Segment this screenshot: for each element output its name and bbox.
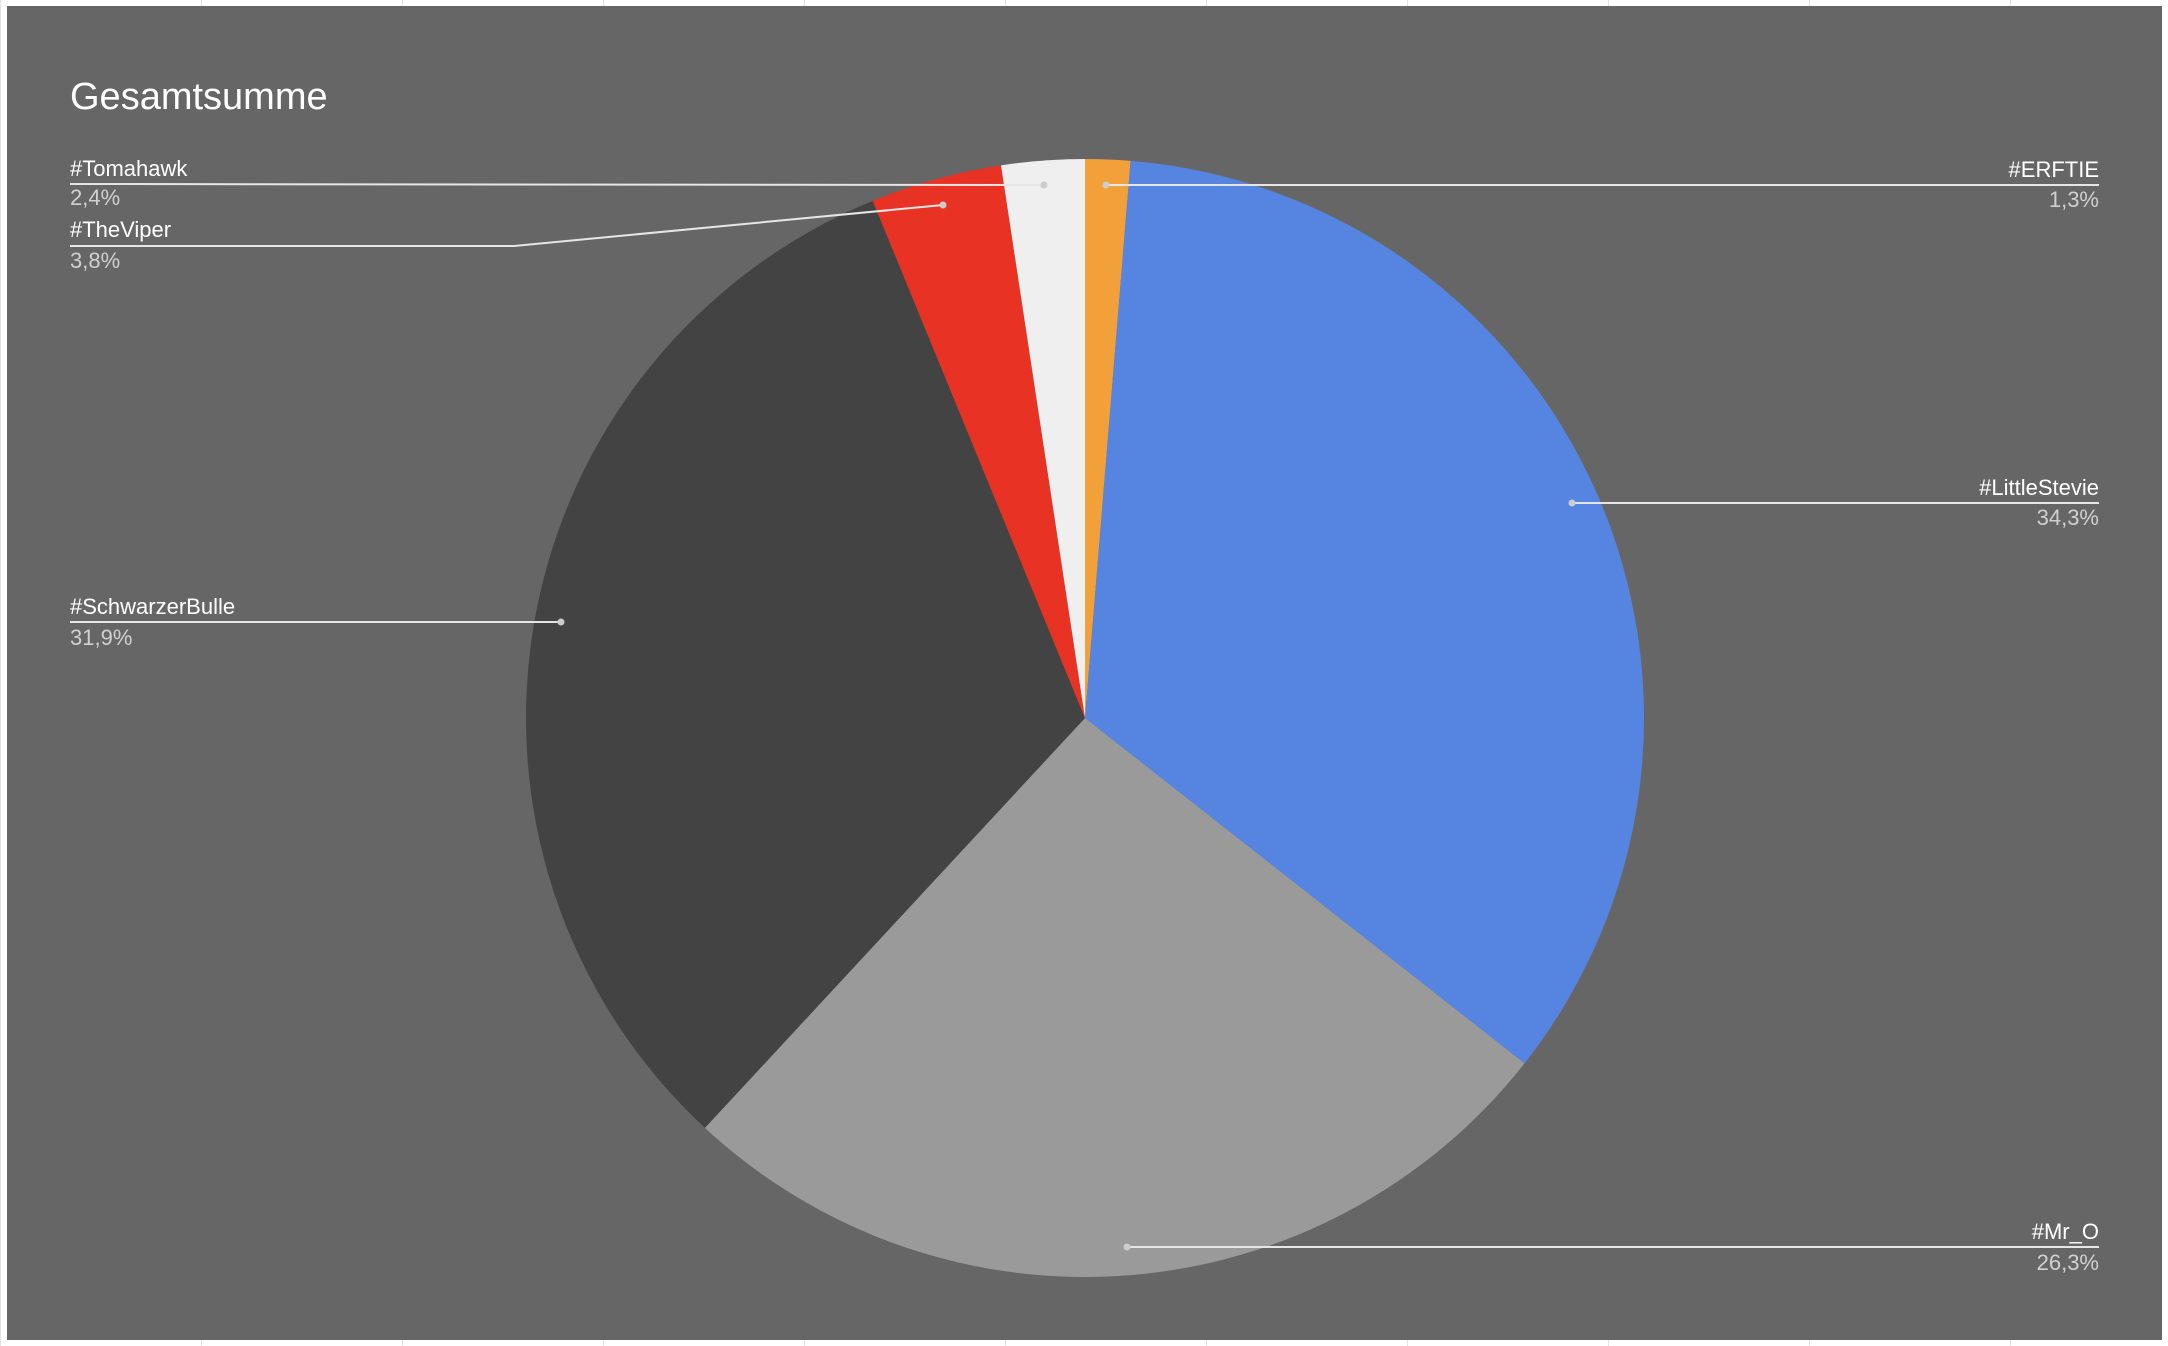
- slice-label-schwarzerbulle: #SchwarzerBulle: [70, 594, 235, 619]
- pie-chart[interactable]: Gesamtsumme #ERFTIE 1,3% #LittleStevie 34,3…: [7, 6, 2162, 1340]
- slice-label-mr_o: #Mr_O: [2032, 1219, 2099, 1244]
- slice-label-erftie: #ERFTIE: [2009, 157, 2099, 182]
- leader-dot-tomahawk: [1040, 181, 1048, 189]
- chart-title: Gesamtsumme: [70, 76, 328, 118]
- slice-percent-schwarzerbulle: 31,9%: [70, 625, 132, 650]
- slice-label-theviper: #TheViper: [70, 217, 171, 242]
- pie-chart-svg: Gesamtsumme #ERFTIE 1,3% #LittleStevie 34,3…: [69, 76, 2099, 1277]
- slice-percent-mr_o: 26,3%: [2037, 1250, 2099, 1275]
- leader-dot-mr_o: [1123, 1243, 1131, 1251]
- leader-line-theviper: [70, 204, 944, 247]
- leader-dot-theviper: [939, 201, 947, 209]
- slice-label-tomahawk: #Tomahawk: [70, 156, 188, 181]
- leader-dot-schwarzerbulle: [557, 618, 565, 626]
- slice-percent-tomahawk: 2,4%: [70, 185, 120, 210]
- leader-line-tomahawk: [69, 183, 1045, 186]
- pie-slice-schwarzerbulle[interactable]: [525, 200, 1085, 1128]
- slice-label-littlestevie: #LittleStevie: [1979, 475, 2099, 500]
- leader-dot-erftie: [1102, 181, 1110, 189]
- slice-percent-erftie: 1,3%: [2049, 187, 2099, 212]
- pie-slice-tomahawk[interactable]: [1001, 159, 1085, 718]
- slice-percent-theviper: 3,8%: [70, 248, 120, 273]
- pie-slice-littlestevie[interactable]: [1085, 160, 1645, 1064]
- pie-slice-theviper[interactable]: [872, 165, 1085, 718]
- pie-slice-erftie[interactable]: [1085, 159, 1131, 718]
- slice-percent-littlestevie: 34,3%: [2037, 505, 2099, 530]
- leader-dot-littlestevie: [1568, 499, 1576, 507]
- pie-slice-mr_o[interactable]: [704, 718, 1525, 1277]
